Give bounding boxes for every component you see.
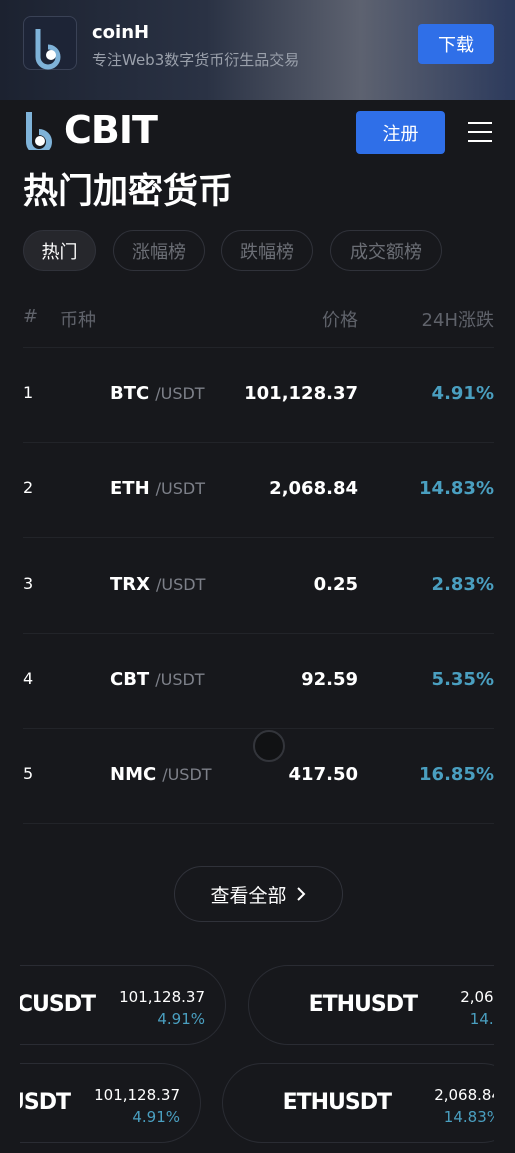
menu-bar	[468, 140, 492, 142]
symbol: NMC/USDT	[110, 764, 212, 785]
row-divider	[23, 632, 494, 634]
column-header: 价格	[322, 310, 358, 331]
section-title: 热门加密货币	[23, 172, 234, 212]
row-divider	[23, 347, 494, 348]
change: 4.91%	[431, 383, 494, 404]
column-header: 24H涨跌	[421, 310, 494, 331]
menu-bar	[468, 122, 492, 124]
ticker-price: 2,068.84	[460, 988, 494, 1006]
table-row[interactable]: 2 ETH/USDT 2,068.84 14.83%	[0, 478, 515, 502]
scroll-indicator	[253, 730, 285, 762]
price: 92.59	[301, 668, 358, 690]
ticker-price: 2,068.84	[434, 1086, 494, 1104]
ticker-card[interactable]: ETHUSDT 2,068.84 14.83%	[222, 1063, 494, 1143]
ticker-change: 14.83%	[469, 1010, 494, 1028]
register-button[interactable]: 注册	[356, 111, 445, 154]
ticker-pair: BTCUSDT	[20, 1090, 71, 1115]
symbol: TRX/USDT	[110, 574, 205, 595]
price: 417.50	[288, 764, 358, 786]
ticker-card[interactable]: BTCUSDT 101,128.37 4.91%	[20, 965, 226, 1045]
row-divider	[23, 727, 494, 729]
download-button[interactable]: 下载	[418, 24, 494, 64]
base-asset: NMC	[110, 764, 157, 786]
app-banner: coinH 专注Web3数字货币衍生品交易 下载	[0, 0, 515, 100]
chevron-path	[296, 887, 305, 901]
symbol: BTC/USDT	[110, 383, 205, 404]
base-asset: CBT	[110, 668, 150, 690]
ticker-strip: BTCUSDT 101,128.37 4.91% ETHUSDT 2,068.84 14.…	[20, 965, 494, 1055]
ticker-price: 101,128.37	[119, 988, 205, 1006]
app-name: coinH	[92, 22, 150, 43]
table-row[interactable]: 1 BTC/USDT 101,128.37 4.91%	[0, 383, 515, 407]
tab[interactable]: 跌幅榜	[221, 230, 313, 271]
logo-dot	[35, 136, 45, 146]
price: 0.25	[313, 573, 358, 595]
change: 5.35%	[431, 668, 494, 690]
view-all-label: 查看全部	[210, 884, 287, 907]
tab[interactable]: 涨幅榜	[113, 230, 205, 271]
row-divider	[23, 537, 494, 539]
base-asset: ETH	[110, 478, 150, 500]
ticker-pair: ETHUSDT	[308, 992, 418, 1017]
icon-dot	[46, 50, 56, 60]
symbol: CBT/USDT	[110, 669, 205, 690]
menu-button[interactable]	[468, 122, 492, 144]
row-divider	[23, 442, 494, 443]
icon-shape	[35, 29, 61, 70]
app-icon	[23, 16, 77, 70]
rank: 4	[23, 668, 34, 688]
quote-asset: /USDT	[155, 669, 205, 689]
ticker-strip: BTCUSDT 101,128.37 4.91% ETHUSDT 2,068.84 14.…	[20, 1063, 494, 1153]
rank: 1	[23, 383, 34, 402]
price: 2,068.84	[269, 478, 358, 500]
logo-text[interactable]: CBIT	[64, 108, 158, 152]
change: 16.85%	[419, 764, 494, 786]
ticker-card[interactable]: ETHUSDT 2,068.84 14.83%	[248, 965, 494, 1045]
table-row[interactable]: 5 NMC/USDT 417.50 16.85%	[0, 764, 515, 788]
rank: 3	[23, 573, 34, 593]
tab[interactable]: 成交额榜	[330, 230, 442, 271]
ticker-price: 101,128.37	[94, 1086, 180, 1104]
ticker-change: 4.91%	[132, 1108, 180, 1126]
change: 14.83%	[419, 478, 494, 500]
app-icon-graphic	[35, 29, 61, 70]
app-tagline: 专注Web3数字货币衍生品交易	[92, 51, 300, 69]
rank: 2	[23, 478, 34, 498]
ticker-change: 4.91%	[157, 1010, 205, 1028]
tab[interactable]: 热门	[23, 230, 96, 271]
logo-shape	[26, 112, 52, 150]
menu-bar	[468, 131, 492, 133]
table-row[interactable]: 3 TRX/USDT 0.25 2.83%	[0, 574, 515, 598]
ticker-pair: BTCUSDT	[20, 992, 96, 1017]
table-row[interactable]: 4 CBT/USDT 92.59 5.35%	[0, 669, 515, 693]
quote-asset: /USDT	[162, 765, 212, 785]
row-divider	[23, 823, 494, 825]
column-header: 币种	[60, 310, 96, 331]
change: 2.83%	[431, 573, 494, 595]
base-asset: BTC	[110, 383, 150, 404]
quote-asset: /USDT	[155, 479, 205, 499]
quote-asset: /USDT	[155, 384, 205, 403]
ticker-change: 14.83%	[443, 1108, 494, 1126]
view-all-button[interactable]: 查看全部	[174, 866, 343, 922]
column-header: #	[23, 306, 39, 327]
base-asset: TRX	[110, 573, 151, 595]
rank: 5	[23, 764, 34, 784]
ticker-pair: ETHUSDT	[282, 1090, 392, 1115]
symbol: ETH/USDT	[110, 478, 205, 499]
chevron	[296, 887, 305, 901]
logo-mark	[26, 112, 52, 150]
quote-asset: /USDT	[156, 574, 206, 594]
ticker-card[interactable]: BTCUSDT 101,128.37 4.91%	[20, 1063, 201, 1143]
price: 101,128.37	[244, 383, 358, 404]
